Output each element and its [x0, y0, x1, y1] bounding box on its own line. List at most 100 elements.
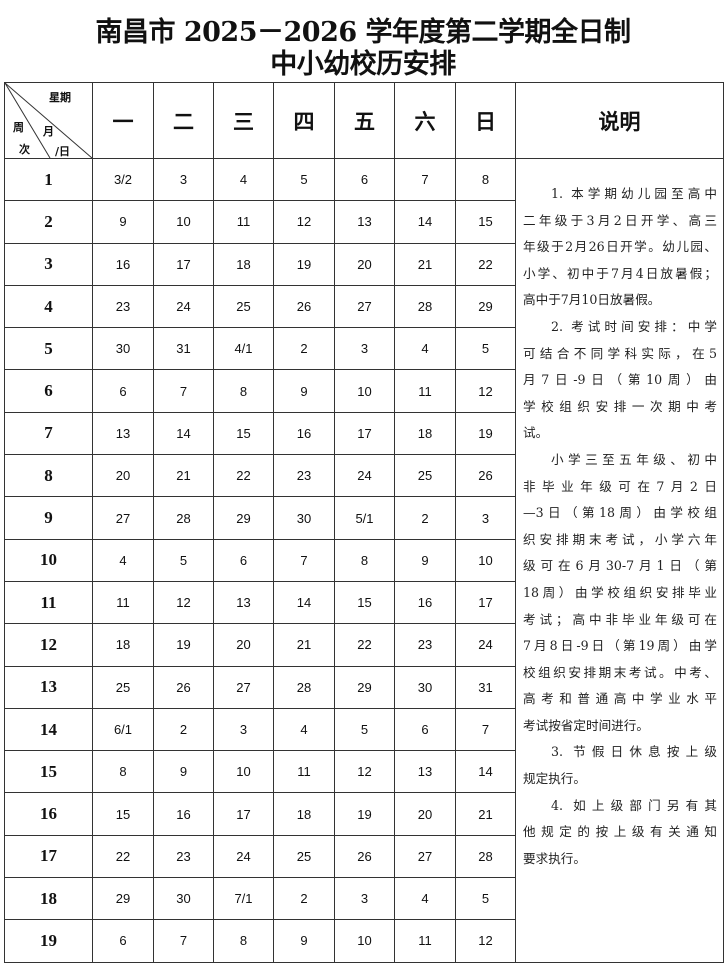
week-number: 11: [4, 580, 93, 625]
note-line: 4. 如上级部门另有其: [551, 797, 717, 813]
day-cell: 6: [394, 707, 456, 752]
day-cell: 4: [273, 707, 335, 752]
day-cell: 2: [153, 707, 214, 752]
day-cell: 14: [394, 200, 456, 244]
day-cell: 19: [273, 242, 335, 286]
note-paragraph: 小学三至五年级、初中 非毕业年级可在7月2日 —3日（第18周）由学校组 织安排期末考…: [523, 447, 717, 740]
day-cell: 31: [455, 665, 516, 709]
day-cell: 30: [394, 665, 456, 709]
day-cell: 22: [334, 623, 395, 667]
day-cell: 8: [334, 538, 395, 582]
week-number: 8: [4, 454, 93, 498]
week-row: 11 11 12 13 14 15 16 17: [4, 580, 724, 625]
day-cell: 21: [153, 454, 214, 498]
day-cell: 24: [334, 454, 395, 498]
week-number: 15: [4, 750, 93, 794]
note-line: 可结合不同学科实际，在5: [523, 345, 717, 361]
day-cell: 20: [394, 792, 456, 836]
week-row: 18 29 30 7/1 2 3 4 5: [4, 877, 724, 921]
week-number: 3: [4, 242, 93, 286]
note-paragraph: 1. 本学期幼儿园至高中 二年级于3月2日开学、高三 年级于2月26日开学。幼儿园、…: [523, 181, 717, 314]
week-number: 5: [4, 327, 93, 371]
week-number: 19: [4, 919, 93, 963]
day-cell: 29: [334, 665, 395, 709]
week-number: 13: [4, 665, 93, 709]
day-cell: 30: [153, 877, 214, 921]
weekday-header: 一: [92, 82, 154, 159]
note-line: 他规定的按上级有关通知: [523, 824, 717, 840]
day-cell: 20: [92, 454, 154, 498]
day-cell: 18: [394, 411, 456, 456]
week-number: 17: [4, 834, 93, 879]
day-cell: 2: [273, 327, 335, 371]
day-cell: 10: [334, 919, 395, 963]
note-line: 1. 本学期幼儿园至高中: [551, 186, 717, 201]
week-number: 9: [4, 496, 93, 540]
day-cell: 27: [394, 834, 456, 879]
day-cell: 2: [273, 877, 335, 921]
note-line: 要求执行。: [523, 850, 586, 866]
corner-day-label: /日: [55, 145, 71, 158]
day-cell: 5: [153, 538, 214, 582]
day-cell: 29: [455, 284, 516, 329]
note-paragraph: 4. 如上级部门另有其他规定的按上级有关通知 要求执行。: [523, 793, 717, 873]
note-line: 考试按省定时间进行。: [523, 717, 649, 733]
day-cell: 26: [455, 454, 516, 498]
day-cell: 13: [92, 411, 154, 456]
page-title: 南昌市 2025－2026 学年度第二学期全日制: [95, 17, 631, 48]
day-cell: 3: [153, 157, 214, 202]
day-cell: 19: [455, 411, 516, 456]
note-line: 织安排期末考试，小学六年: [523, 531, 717, 547]
day-cell: 9: [92, 200, 154, 244]
note-paragraph: 3. 节假日休息按上级 规定执行。: [523, 739, 717, 792]
day-cell: 9: [273, 919, 335, 963]
notes-cell: 1. 本学期幼儿园至高中 二年级于3月2日开学、高三 年级于2月26日开学。幼儿园、…: [515, 158, 724, 963]
note-line: 试。: [523, 425, 549, 441]
week-number: 7: [4, 411, 93, 456]
day-cell: 10: [334, 369, 395, 413]
day-cell: 16: [394, 580, 456, 625]
day-cell: 25: [273, 834, 335, 879]
day-cell: 7: [153, 919, 214, 963]
day-cell: 25: [213, 284, 274, 329]
week-row: 17 22 23 24 25 26 27 28: [4, 834, 724, 879]
day-cell: 5: [273, 157, 335, 202]
day-cell: 23: [273, 454, 335, 498]
day-cell: 6/1: [92, 707, 154, 752]
day-cell: 28: [394, 284, 456, 329]
day-cell: 21: [394, 242, 456, 286]
weekday-header: 日: [455, 82, 516, 159]
day-cell: 22: [213, 454, 274, 498]
day-cell: 6: [92, 919, 154, 963]
day-cell: 21: [455, 792, 516, 836]
week-row: 19 6 7 8 9 10 11 12: [4, 919, 724, 963]
week-row: 16 15 16 17 18 19 20 21: [4, 792, 724, 836]
day-cell: 21: [273, 623, 335, 667]
day-cell: 14: [153, 411, 214, 456]
week-row: 5 30 31 4/1 2 3 4 5: [4, 327, 724, 371]
week-row: 13 25 26 27 28 29 30 31: [4, 665, 724, 709]
day-cell: 18: [213, 242, 274, 286]
day-cell: 17: [153, 242, 214, 286]
day-cell: 24: [213, 834, 274, 879]
day-cell: 5: [455, 327, 516, 371]
day-cell: 18: [92, 623, 154, 667]
day-cell: 3: [213, 707, 274, 752]
day-cell: 12: [153, 580, 214, 625]
corner-week-label-1: 周: [13, 121, 24, 134]
day-cell: 5: [334, 707, 395, 752]
day-cell: 17: [334, 411, 395, 456]
day-cell: 15: [92, 792, 154, 836]
day-cell: 27: [213, 665, 274, 709]
day-cell: 30: [92, 327, 154, 371]
note-line: 非毕业年级可在7月2日: [523, 478, 717, 494]
day-cell: 29: [213, 496, 274, 540]
note-line: 3. 节假日休息按上级: [551, 744, 717, 760]
day-cell: 12: [455, 369, 516, 413]
day-cell: 22: [92, 834, 154, 879]
week-row: 3 16 17 18 19 20 21 22: [4, 242, 724, 286]
day-cell: 13: [213, 580, 274, 625]
day-cell: 24: [153, 284, 214, 329]
day-cell: 27: [92, 496, 154, 540]
week-number: 1: [4, 157, 93, 202]
